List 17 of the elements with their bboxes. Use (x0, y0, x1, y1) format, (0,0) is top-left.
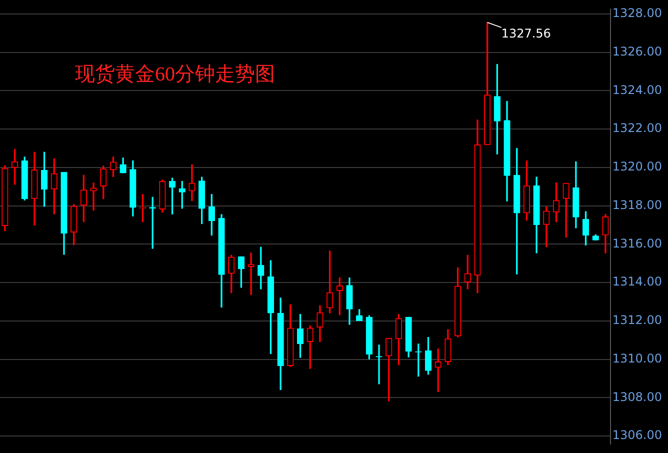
y-tick-label: 1316.00 (612, 236, 662, 250)
y-tick-label: 1318.00 (612, 198, 662, 212)
candlestick (248, 252, 254, 296)
y-tick-label: 1312.00 (612, 313, 662, 328)
y-tick-label: 1320.00 (612, 160, 662, 174)
y-tick-label: 1306.00 (612, 428, 662, 442)
y-tick-label: 1322.00 (612, 121, 662, 136)
candlestick (188, 164, 196, 202)
y-tick-label: 1326.00 (612, 44, 662, 58)
y-tick-label: 1328.00 (612, 6, 662, 20)
annotation: 1327.56 (501, 26, 551, 41)
y-tick-label: 1310.00 (612, 352, 662, 366)
y-tick-label: 1308.00 (612, 390, 662, 404)
y-tick-label: 1314.00 (612, 274, 662, 289)
y-tick-label: 1324.00 (612, 82, 662, 97)
candlestick (90, 182, 97, 211)
text: 现货黄金60分钟走势图 (75, 63, 275, 86)
